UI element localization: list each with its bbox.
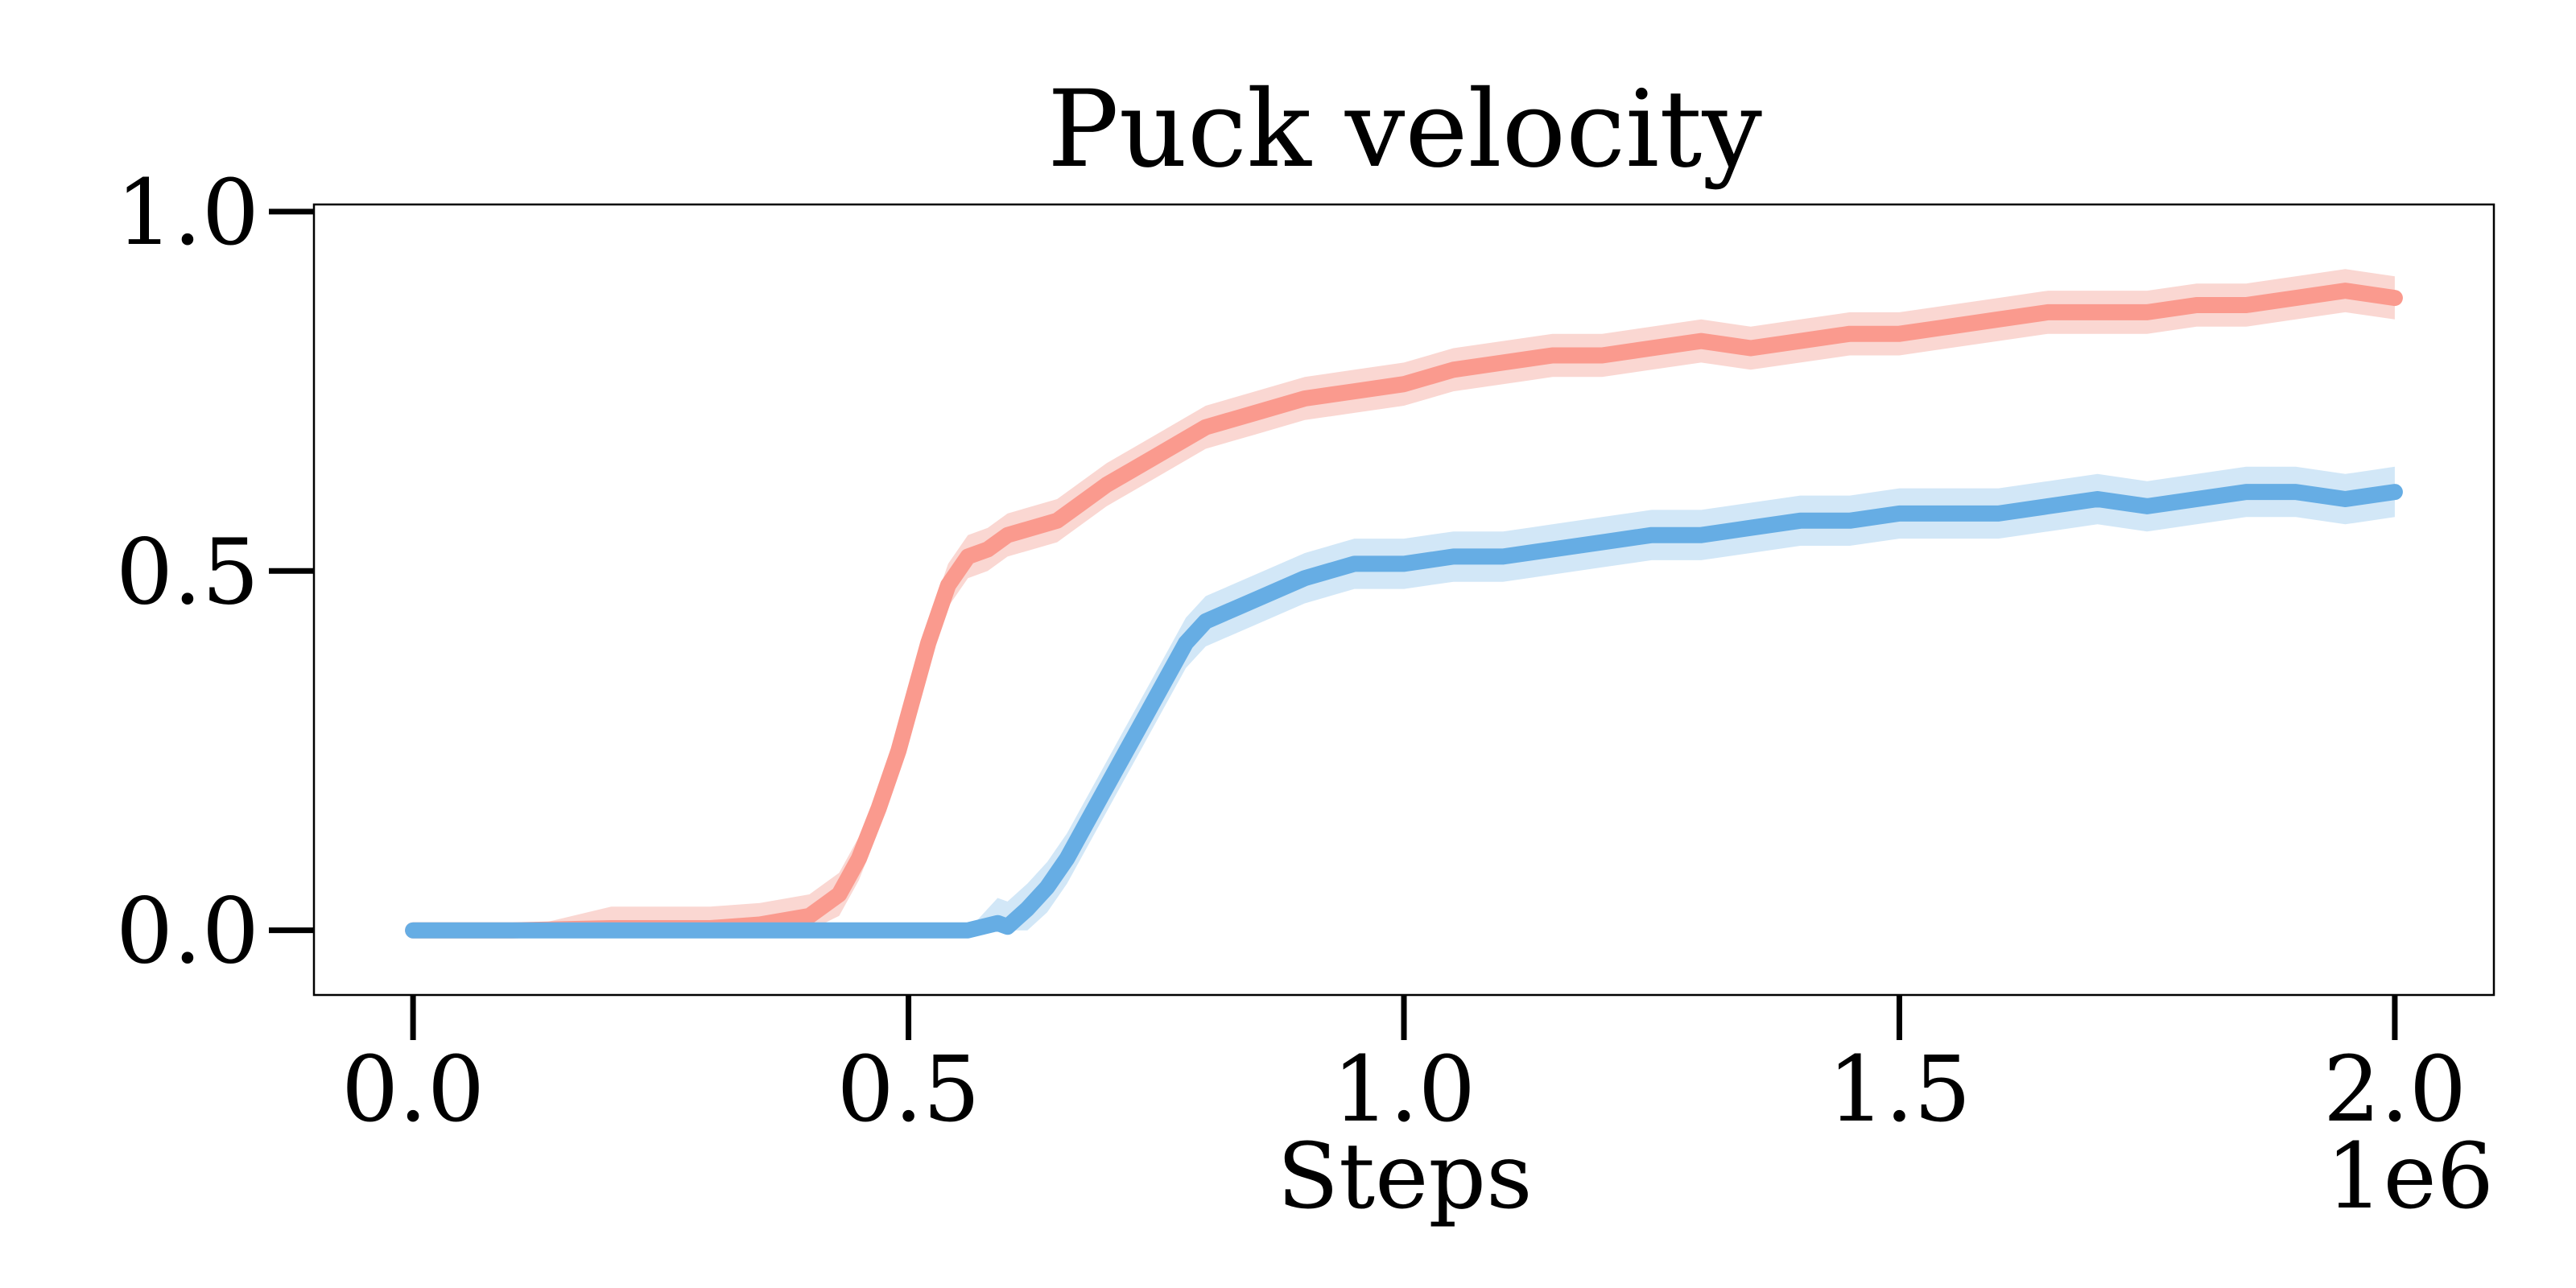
series-2-line: [405, 484, 2403, 939]
x-tick-label: 1.5: [1827, 1038, 1971, 1142]
confidence-bands: [413, 269, 2395, 931]
y-tick-label: 0.0: [116, 880, 259, 985]
x-tick-label: 2.0: [2323, 1038, 2467, 1142]
x-axis-title: Steps: [1277, 1125, 1532, 1229]
y-tick-label: 0.5: [116, 520, 259, 625]
series-1-band: [413, 269, 2395, 931]
series-1-line: [405, 283, 2403, 939]
chart-title: Puck velocity: [1047, 68, 1762, 192]
x-axis-offset-label: 1e6: [2326, 1125, 2494, 1229]
x-axis-ticks: 0.0 0.5 1.0 1.5 2.0: [341, 995, 2467, 1142]
y-axis-ticks: 0.0 0.5 1.0: [116, 161, 314, 985]
x-tick-label: 0.5: [836, 1038, 980, 1142]
y-tick-label: 1.0: [116, 161, 259, 266]
series-2-band: [413, 466, 2395, 931]
x-tick-label: 0.0: [341, 1038, 485, 1142]
series-lines: [405, 283, 2403, 939]
x-tick-label: 1.0: [1332, 1038, 1476, 1142]
